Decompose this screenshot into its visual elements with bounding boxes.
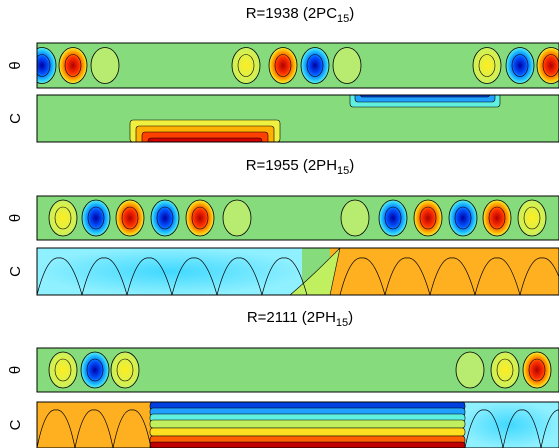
cell [186, 200, 214, 236]
panel-title: R=1955 (2PH15) [246, 157, 355, 177]
field-panel [28, 43, 559, 88]
title-text: R=2111 (2PH [247, 309, 336, 326]
cell [223, 200, 251, 236]
band [150, 442, 465, 448]
cell [49, 352, 77, 388]
region [460, 402, 559, 448]
cell [506, 48, 534, 84]
cell [379, 200, 407, 236]
cell [301, 48, 329, 84]
cell [49, 200, 77, 236]
region [37, 248, 302, 295]
band [150, 428, 465, 436]
cell [28, 48, 56, 84]
cell [341, 200, 369, 236]
cell [449, 200, 477, 236]
cell [151, 200, 179, 236]
region [37, 402, 152, 448]
row-label: θ [7, 366, 24, 374]
region [330, 248, 559, 295]
cell [269, 48, 297, 84]
row-label: θ [7, 61, 24, 69]
cell [483, 200, 511, 236]
title-subscript: 15 [337, 13, 349, 25]
cell [82, 200, 110, 236]
panel-title: R=1938 (2PC15) [246, 5, 355, 25]
title-end: ) [349, 5, 354, 22]
cell [333, 48, 361, 84]
field-panel [37, 348, 559, 392]
title-end: ) [348, 309, 353, 326]
cell [232, 48, 260, 84]
field-panel [37, 87, 559, 160]
cell [491, 352, 519, 388]
cell [91, 48, 119, 84]
row-label: C [7, 266, 24, 277]
cell [116, 200, 144, 236]
cell [473, 48, 501, 84]
cell [518, 200, 546, 236]
cell [111, 352, 139, 388]
row-label: C [7, 113, 24, 124]
panel-title: R=2111 (2PH15) [247, 309, 353, 329]
page: R=1938 (2PC15)θCR=1955 (2PH15)θCR=2111 (… [0, 0, 559, 448]
title-text: R=1955 (2PH [246, 157, 337, 174]
cell [59, 48, 87, 84]
cell [523, 352, 551, 388]
title-end: ) [349, 157, 354, 174]
field-bg [37, 196, 559, 240]
title-subscript: 15 [337, 165, 349, 177]
field-panel [37, 248, 559, 295]
band [142, 132, 268, 154]
band [150, 420, 465, 428]
cell [414, 200, 442, 236]
field-panel [37, 196, 559, 240]
title-subscript: 15 [336, 317, 348, 329]
figure: R=1938 (2PC15)θCR=1955 (2PH15)θCR=2111 (… [0, 0, 559, 448]
cell [456, 352, 484, 388]
field-panel [37, 402, 559, 448]
row-label: θ [7, 214, 24, 222]
title-text: R=1938 (2PC [246, 5, 337, 22]
field-plots [28, 43, 559, 448]
row-label: C [7, 419, 24, 430]
cell [81, 352, 109, 388]
